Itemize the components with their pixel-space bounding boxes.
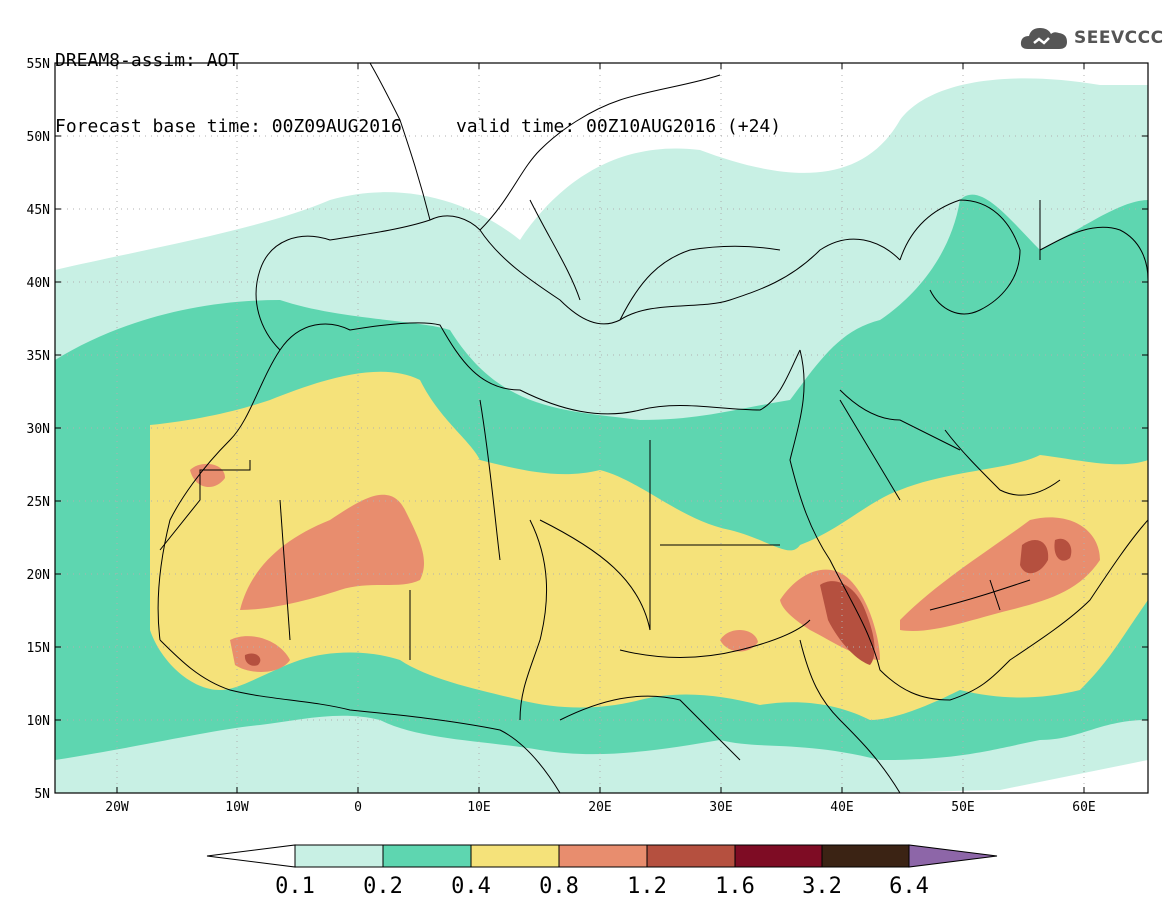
- colorbar-swatch: [646, 844, 736, 868]
- colorbar-label: 1.2: [627, 874, 667, 899]
- axis-ticks: [55, 62, 1148, 794]
- colorbar-label: 3.2: [802, 874, 842, 899]
- lat-label: 30N: [27, 422, 50, 437]
- cloud-icon: [1020, 28, 1067, 49]
- colorbar-label: 1.6: [715, 874, 755, 899]
- lon-axis: 20W 10W 0 10E 20E 30E 40E 50E 60E: [105, 800, 1095, 815]
- colorbar-label: 0.4: [451, 874, 491, 899]
- logo-text: SEEVCCC: [1074, 28, 1164, 48]
- lat-label: 25N: [27, 495, 50, 510]
- colorbar-label: 0.8: [539, 874, 579, 899]
- lon-label: 40E: [830, 800, 853, 815]
- colorbar-swatch: [294, 844, 384, 868]
- base-time-label: Forecast base time: 00Z09AUG2016: [55, 116, 402, 137]
- lat-label: 40N: [27, 276, 50, 291]
- coastlines: [157, 63, 1148, 793]
- grid-lines: [55, 63, 1148, 793]
- lon-label: 10W: [225, 800, 249, 815]
- colorbar-label: 0.1: [275, 874, 315, 899]
- lon-label: 60E: [1072, 800, 1095, 815]
- lat-label: 5N: [34, 787, 50, 802]
- lat-label: 45N: [27, 203, 50, 218]
- colorbar-label: 6.4: [889, 874, 929, 899]
- aot-band-1.2-d: [244, 653, 261, 666]
- aot-band-0.8-d: [900, 517, 1100, 631]
- lat-label: 15N: [27, 641, 50, 656]
- colorbar-swatch: [734, 844, 823, 868]
- colorbar-high-arrow: [908, 844, 998, 868]
- aot-band-0.8-e: [720, 630, 758, 652]
- aot-band-1.2-b: [1020, 540, 1049, 574]
- aot-band-0.8-b: [230, 636, 290, 672]
- colorbar-label: 0.2: [363, 874, 403, 899]
- color-bar: [206, 844, 998, 868]
- colorbar-labels: 0.1 0.2 0.4 0.8 1.2 1.6 3.2 6.4: [275, 874, 929, 899]
- lat-label: 20N: [27, 568, 50, 583]
- title-line-1: DREAM8-assim: AOT: [55, 50, 240, 71]
- seevccc-logo: SEEVCCC: [1018, 22, 1164, 54]
- lat-label: 50N: [27, 130, 50, 145]
- colorbar-swatch: [821, 844, 910, 868]
- colorbar-swatch: [470, 844, 560, 868]
- map-title: DREAM8-assim: AOT Forecast base time: 00…: [55, 6, 781, 160]
- lon-label: 10E: [467, 800, 490, 815]
- lon-label: 0: [354, 800, 362, 815]
- colorbar-low-arrow: [206, 844, 296, 868]
- colorbar-swatch: [558, 844, 648, 868]
- aot-band-1.2-a: [820, 581, 875, 665]
- lat-axis: 55N 50N 45N 40N 35N 30N 25N 20N 15N 10N …: [27, 57, 50, 802]
- aot-contours: [55, 78, 1148, 793]
- lat-label: 35N: [27, 349, 50, 364]
- lon-label: 30E: [709, 800, 732, 815]
- lon-label: 20W: [105, 800, 129, 815]
- title-line-2: Forecast base time: 00Z09AUG2016 valid t…: [55, 116, 781, 138]
- aot-band-0.4: [150, 371, 1148, 720]
- lon-label: 20E: [588, 800, 611, 815]
- aot-band-1.2-c: [1054, 538, 1072, 561]
- lat-label: 10N: [27, 714, 50, 729]
- lat-label: 55N: [27, 57, 50, 72]
- colorbar-swatch: [382, 844, 472, 868]
- lon-label: 50E: [951, 800, 974, 815]
